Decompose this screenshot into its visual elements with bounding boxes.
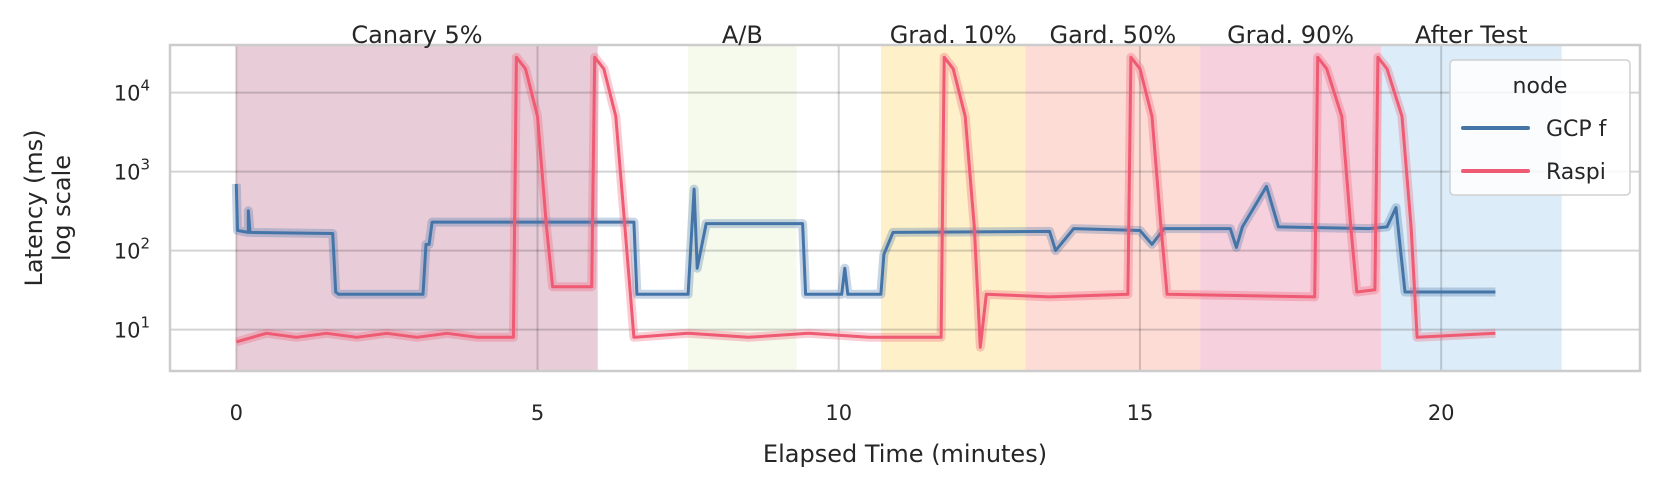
series-line-raspi <box>235 55 1496 349</box>
x-tick-label: 15 <box>1127 401 1154 425</box>
series-lines <box>231 52 1496 352</box>
x-axis-label: Elapsed Time (minutes) <box>763 440 1047 468</box>
legend-label-raspi: Raspi <box>1546 160 1606 185</box>
x-tick-label: 10 <box>825 401 852 425</box>
phase-label: After Test <box>1415 21 1528 49</box>
tick-labels: 0 5 10 15 20 101 102 103 104 <box>114 77 1455 425</box>
legend-label-gcp: GCP f <box>1546 117 1608 142</box>
y-tick-label: 102 <box>114 235 150 264</box>
legend-box <box>1449 59 1631 196</box>
phase-band <box>688 45 797 371</box>
y-axis-label: Latency (ms) <box>20 129 48 286</box>
x-tick-label: 20 <box>1428 401 1455 425</box>
legend-title: node <box>1513 74 1568 99</box>
phase-label: Gard. 50% <box>1050 21 1177 49</box>
phase-label: Canary 5% <box>351 21 482 49</box>
y-axis-label-scale: log scale <box>48 155 76 261</box>
plot-frame <box>168 43 1642 373</box>
phase-label: Grad. 90% <box>1227 21 1354 49</box>
series-line-gcp-f <box>234 183 1496 296</box>
phase-bands <box>236 45 1562 371</box>
y-tick-label: 103 <box>114 156 150 185</box>
phase-band <box>880 45 1026 371</box>
x-tick-label: 5 <box>531 401 544 425</box>
phase-band <box>236 45 598 371</box>
phase-label: A/B <box>722 21 763 49</box>
phase-label: Grad. 10% <box>890 21 1017 49</box>
legend: node GCP f Raspi <box>1449 59 1631 196</box>
y-tick-label: 104 <box>114 77 150 106</box>
phase-band <box>1200 45 1381 371</box>
y-tick-label: 101 <box>114 314 150 343</box>
phase-labels: Canary 5% A/B Grad. 10% Gard. 50% Grad. 90% A… <box>351 21 1527 49</box>
phase-band <box>1025 45 1201 371</box>
x-tick-label: 0 <box>230 401 243 425</box>
